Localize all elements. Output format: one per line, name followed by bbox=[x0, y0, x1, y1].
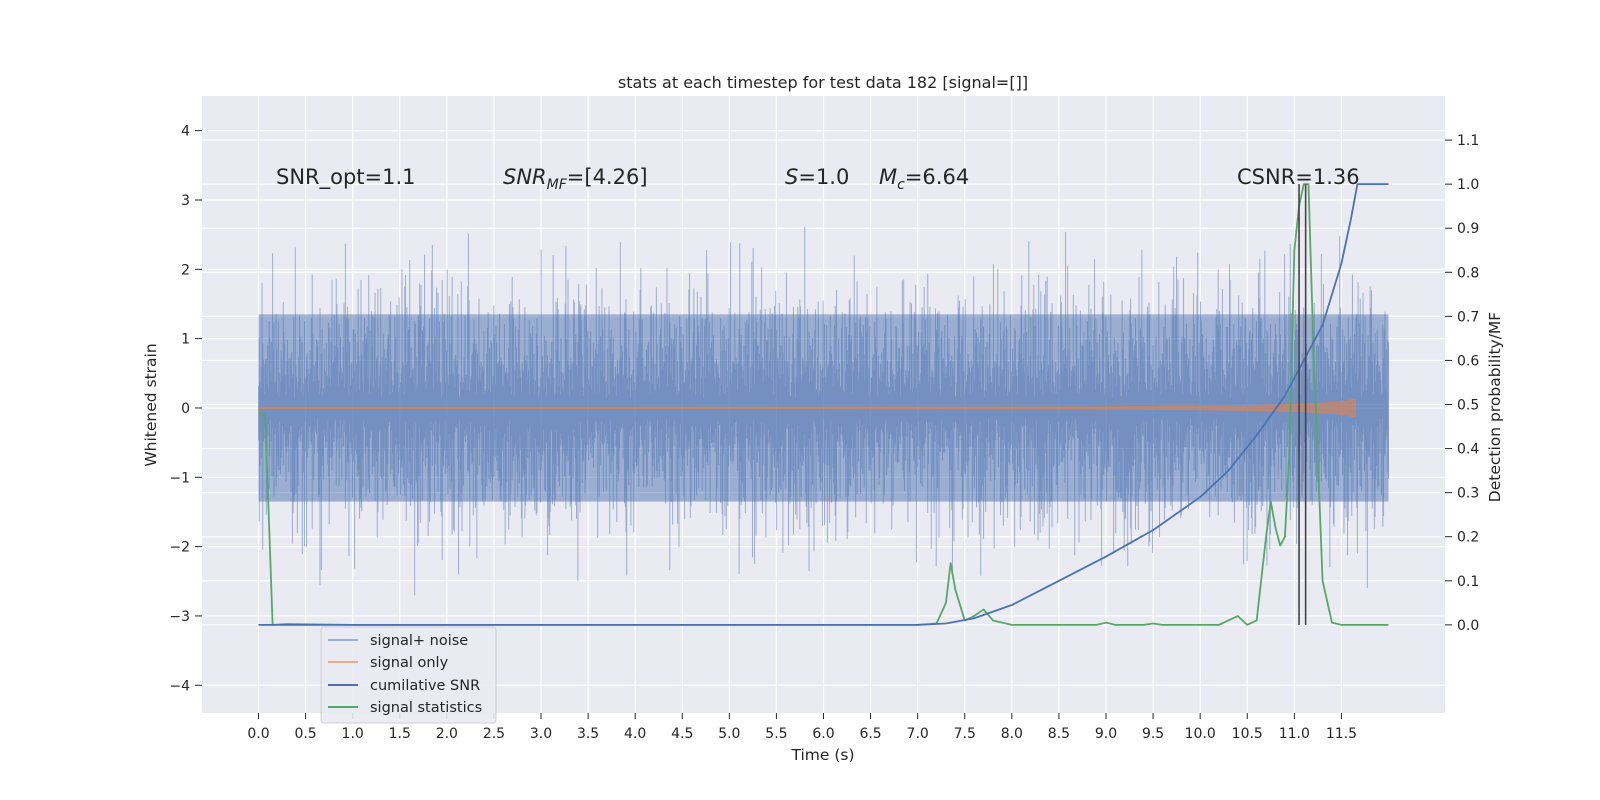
x-tick-label: 8.5 bbox=[1048, 726, 1070, 742]
y-tick-label: −4 bbox=[169, 678, 190, 694]
legend-label-signal-statistics: signal statistics bbox=[370, 700, 482, 716]
x-tick-label: 4.0 bbox=[624, 726, 646, 742]
annotation-mc: Mc=6.64 bbox=[879, 165, 969, 193]
y-right-tick-label: 0.6 bbox=[1457, 353, 1479, 369]
x-tick-label: 3.0 bbox=[530, 726, 552, 742]
x-tick-label: 2.5 bbox=[483, 726, 505, 742]
y-tick-label: −1 bbox=[169, 470, 190, 486]
y-right-tick-label: 0.0 bbox=[1457, 618, 1479, 634]
x-tick-label: 2.0 bbox=[436, 726, 458, 742]
y-tick-label: 0 bbox=[181, 401, 190, 417]
y-right-tick-label: 0.8 bbox=[1457, 265, 1479, 281]
x-tick-label: 11.0 bbox=[1279, 726, 1310, 742]
x-tick-label: 7.0 bbox=[907, 726, 929, 742]
y-tick-label: 4 bbox=[181, 124, 190, 140]
chart-title: stats at each timestep for test data 182… bbox=[618, 73, 1028, 92]
y-right-tick-label: 1.0 bbox=[1457, 177, 1479, 193]
x-tick-label: 9.0 bbox=[1095, 726, 1117, 742]
legend-box bbox=[320, 626, 497, 724]
x-tick-label: 11.5 bbox=[1326, 726, 1357, 742]
x-axis-title: Time (s) bbox=[790, 746, 854, 764]
x-tick-label: 0.0 bbox=[247, 726, 269, 742]
x-tick-label: 9.5 bbox=[1142, 726, 1164, 742]
x-tick-label: 4.5 bbox=[671, 726, 693, 742]
y-right-tick-label: 0.1 bbox=[1457, 574, 1479, 590]
series-lines bbox=[258, 183, 1389, 626]
y-right-tick-label: 0.5 bbox=[1457, 398, 1479, 414]
x-tick-label: 7.5 bbox=[954, 726, 976, 742]
annotations: SNR_opt=1.1 SNRMF=[4.26] S=1.0 Mc=6.64 C… bbox=[276, 165, 1360, 193]
y-tick-label: 2 bbox=[181, 262, 190, 278]
x-tick-label: 6.0 bbox=[812, 726, 834, 742]
signal-only-line bbox=[258, 398, 1357, 418]
y-axis-title: Whitened strain bbox=[142, 343, 160, 466]
annotation-snr-mf: SNRMF=[4.26] bbox=[503, 165, 648, 193]
x-tick-label: 5.0 bbox=[718, 726, 740, 742]
legend-label-signal-only: signal only bbox=[370, 655, 449, 671]
annotation-csnr: CSNR=1.36 bbox=[1237, 165, 1360, 189]
annotation-snr-opt: SNR_opt=1.1 bbox=[276, 165, 416, 190]
x-tick-label: 3.5 bbox=[577, 726, 599, 742]
y-tick-label: −3 bbox=[169, 609, 190, 625]
x-tick-label: 1.5 bbox=[389, 726, 411, 742]
y-right-tick-label: 1.1 bbox=[1457, 133, 1479, 149]
axes: 0.0 0.5 1.0 1.5 2.0 2.5 3.0 3.5 4.0 4.5 5.0 5.5 6.0 6… bbox=[169, 124, 1479, 742]
y-right-tick-label: 0.3 bbox=[1457, 486, 1479, 502]
y-tick-label: 1 bbox=[181, 332, 190, 348]
x-tick-label: 8.0 bbox=[1001, 726, 1023, 742]
legend-label-signal-noise: signal+ noise bbox=[370, 633, 468, 649]
x-tick-label: 10.0 bbox=[1185, 726, 1216, 742]
y-right-tick-label: 0.2 bbox=[1457, 530, 1479, 546]
y-right-tick-label: 0.7 bbox=[1457, 309, 1479, 325]
legend: signal+ noise signal only cumilative SNR… bbox=[320, 626, 497, 724]
cumulative-snr-line bbox=[258, 183, 1389, 626]
y-tick-label: −2 bbox=[169, 540, 190, 556]
x-tick-label: 6.5 bbox=[859, 726, 881, 742]
legend-label-cumulative-snr: cumilative SNR bbox=[370, 678, 480, 694]
annotation-s: S=1.0 bbox=[785, 165, 849, 189]
y-right-tick-label: 0.9 bbox=[1457, 221, 1479, 237]
x-tick-label: 10.5 bbox=[1232, 726, 1263, 742]
y-tick-label: 3 bbox=[181, 193, 190, 209]
x-tick-label: 1.0 bbox=[342, 726, 364, 742]
x-tick-label: 5.5 bbox=[765, 726, 787, 742]
y-right-axis-title: Detection probability/MF bbox=[1486, 312, 1504, 503]
y-right-tick-label: 0.4 bbox=[1457, 442, 1479, 458]
x-tick-label: 0.5 bbox=[294, 726, 316, 742]
